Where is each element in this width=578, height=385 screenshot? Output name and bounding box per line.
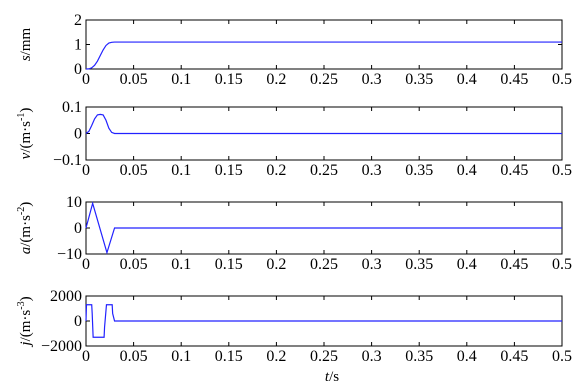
y-axis-unit: /mm — [18, 28, 34, 56]
x-tick-label: 0.5 — [552, 256, 572, 273]
y-axis-var: j — [18, 341, 34, 347]
x-axis-label: t/s — [325, 369, 339, 385]
x-tick-label: 0.2 — [266, 71, 286, 88]
x-tick-label: 0.3 — [362, 162, 382, 179]
x-tick-label: 0.15 — [215, 71, 243, 88]
x-tick-label: 0.35 — [405, 256, 433, 273]
x-tick-label: 0.15 — [215, 348, 243, 365]
x-tick-label: 0.15 — [215, 162, 243, 179]
x-tick-label: 0.1 — [171, 256, 191, 273]
x-tick-label: 0.45 — [500, 71, 528, 88]
x-tick-label: 0 — [82, 71, 90, 88]
y-tick-label: 0 — [74, 61, 82, 78]
x-tick-label: 0.15 — [215, 256, 243, 273]
x-tick-label: 0 — [82, 162, 90, 179]
panel-1: 0 0.05 0.1 0.15 0.2 0.25 0.3 0.35 0.4 0.45 0.5012s… — [18, 12, 572, 88]
x-tick-label: 0.1 — [171, 162, 191, 179]
x-tick-label: 0.05 — [120, 162, 148, 179]
x-tick-label: 0.05 — [120, 71, 148, 88]
x-tick-label: 0.05 — [120, 348, 148, 365]
y-tick-label: 2000 — [50, 288, 82, 305]
x-tick-label: 0.25 — [310, 256, 338, 273]
x-tick-label: 0.4 — [457, 256, 477, 273]
x-tick-label: 0 — [82, 348, 90, 365]
x-tick-label: 0.05 — [120, 256, 148, 273]
x-tick-label: 0.3 — [362, 71, 382, 88]
x-axis-var: t — [325, 369, 330, 385]
y-tick-label: 2 — [74, 12, 82, 29]
y-tick-label: 0 — [74, 126, 82, 143]
y-tick-label: 1 — [74, 37, 82, 54]
y-axis-label: j/(m·s-3) — [16, 296, 34, 347]
x-tick-label: 0.2 — [266, 256, 286, 273]
x-tick-label: 0.45 — [500, 348, 528, 365]
y-axis-unit: /(m·s — [18, 121, 34, 153]
x-tick-label: 0.3 — [362, 256, 382, 273]
x-tick-label: 0.1 — [171, 348, 191, 365]
x-tick-label: 0.4 — [457, 348, 477, 365]
x-tick-label: 0.35 — [405, 162, 433, 179]
y-axis-close: ) — [18, 108, 34, 113]
y-axis-sup: -2 — [16, 207, 27, 215]
y-axis-unit: /(m·s — [18, 310, 34, 342]
x-tick-label: 0.3 — [362, 348, 382, 365]
x-tick-label: 0.4 — [457, 71, 477, 88]
x-tick-label: 0.25 — [310, 162, 338, 179]
y-tick-label: 10 — [66, 194, 82, 211]
series-line — [85, 113, 562, 135]
x-tick-label: 0.45 — [500, 162, 528, 179]
panel-4: 0 0.05 0.1 0.15 0.2 0.25 0.3 0.35 0.4 0.45 0.5 −200… — [16, 288, 572, 385]
x-tick-label: 0.25 — [310, 71, 338, 88]
x-tick-label: 0.2 — [266, 348, 286, 365]
x-tick-label: 0.5 — [552, 162, 572, 179]
y-tick-label: −10 — [57, 246, 82, 263]
panel-3: 0 0.05 0.1 0.15 0.2 0.25 0.3 0.35 0.4 0.45 0.5−100… — [16, 194, 572, 273]
y-tick-label: −2000 — [41, 338, 82, 355]
y-axis-unit: /(m·s — [18, 215, 34, 247]
y-tick-label: 0 — [74, 313, 82, 330]
x-tick-label: 0.25 — [310, 348, 338, 365]
series-line — [85, 304, 562, 338]
x-tick-label: 0.2 — [266, 162, 286, 179]
x-tick-label: 0.45 — [500, 256, 528, 273]
y-axis-var: s — [18, 55, 34, 61]
y-tick-label: −0.1 — [53, 152, 82, 169]
x-tick-label: 0.35 — [405, 348, 433, 365]
y-axis-close: ) — [18, 296, 34, 301]
y-axis-label: a/(m·s-2) — [16, 202, 34, 255]
x-tick-label: 0.4 — [457, 162, 477, 179]
y-axis-label: s/mm — [18, 28, 34, 62]
y-axis-var: v — [18, 152, 34, 159]
x-tick-label: 0.1 — [171, 71, 191, 88]
y-axis-close: ) — [18, 202, 34, 207]
y-axis-var: a — [18, 247, 34, 255]
y-axis-sup: -3 — [16, 301, 27, 309]
panel-2: 0 0.05 0.1 0.15 0.2 0.25 0.3 0.35 0.4 0.45 0.5 −0.1… — [16, 99, 572, 179]
y-axis-label: v/(m·s-1) — [16, 108, 34, 160]
x-tick-label: 0.5 — [552, 348, 572, 365]
series-line — [85, 41, 562, 70]
y-axis-sup: -1 — [16, 113, 27, 121]
x-axis-unit: /s — [329, 369, 339, 385]
y-tick-label: 0 — [74, 220, 82, 237]
x-tick-label: 0 — [82, 256, 90, 273]
series-line — [85, 201, 562, 255]
y-tick-label: 0.1 — [62, 99, 82, 116]
x-tick-label: 0.5 — [552, 71, 572, 88]
x-tick-label: 0.35 — [405, 71, 433, 88]
axes-frame — [85, 19, 563, 70]
